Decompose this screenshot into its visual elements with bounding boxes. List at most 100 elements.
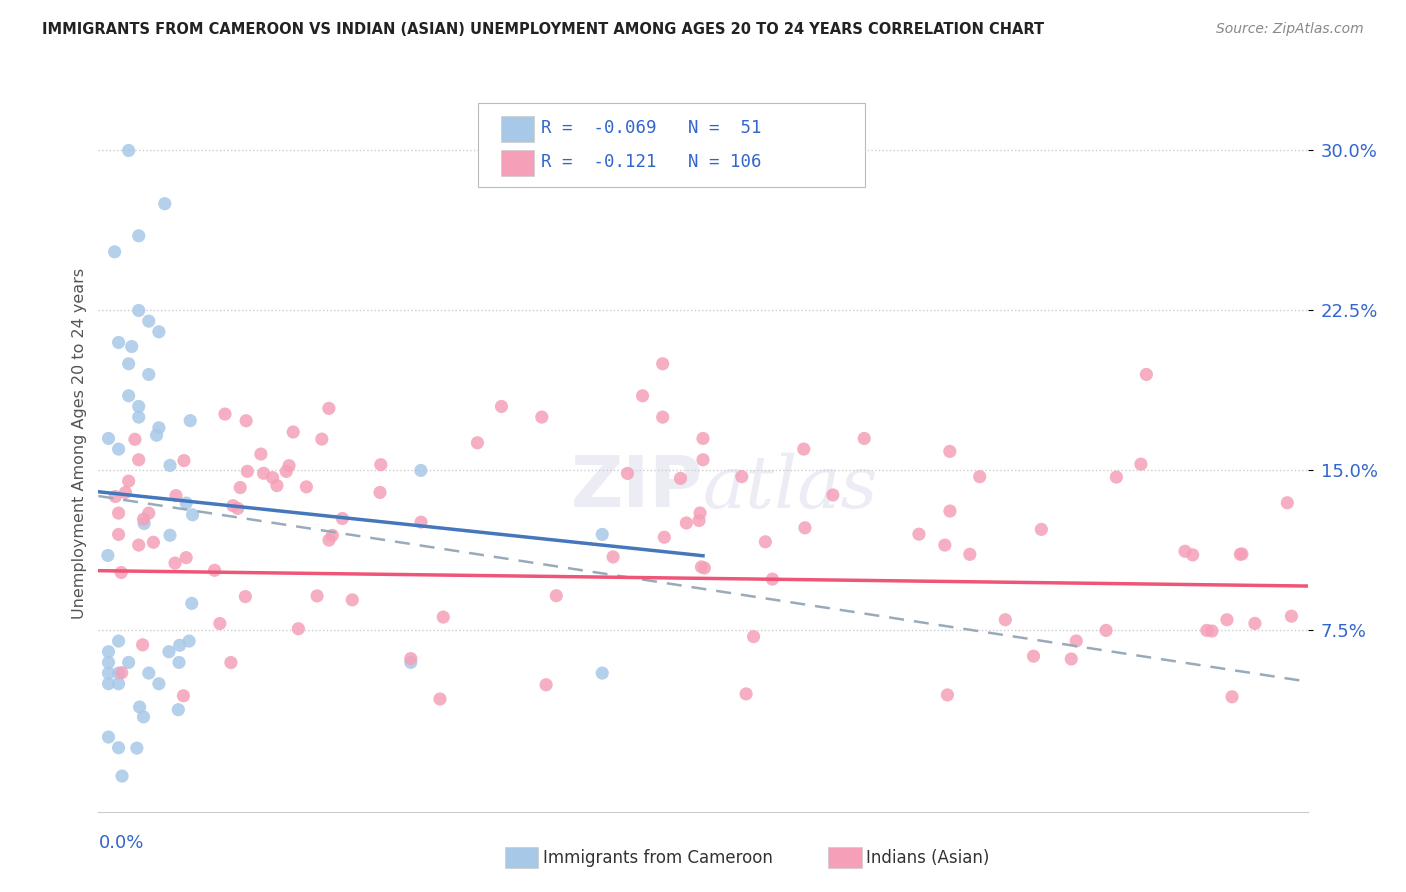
Point <box>1064 634 1087 648</box>
Point <box>307 589 329 603</box>
Point <box>118 474 141 488</box>
Point <box>97 730 120 744</box>
Point <box>1201 624 1223 638</box>
Point <box>153 196 176 211</box>
Point <box>318 533 340 547</box>
Point <box>321 528 343 542</box>
Point <box>118 144 141 158</box>
Point <box>107 506 129 520</box>
Point <box>959 547 981 561</box>
Point <box>174 496 197 510</box>
Point <box>1095 624 1118 638</box>
Point <box>669 471 692 485</box>
Point <box>107 442 129 456</box>
Point <box>934 538 956 552</box>
Point <box>167 656 190 670</box>
Point <box>110 566 132 580</box>
Text: Indians (Asian): Indians (Asian) <box>866 849 990 867</box>
Point <box>287 622 309 636</box>
Point <box>222 499 245 513</box>
Point <box>1277 496 1299 510</box>
Point <box>128 452 150 467</box>
Point <box>283 425 305 439</box>
Point <box>250 447 273 461</box>
Point <box>652 530 675 544</box>
Point <box>429 692 451 706</box>
Point <box>262 470 284 484</box>
Point <box>118 357 141 371</box>
Point <box>219 656 242 670</box>
Point <box>591 527 613 541</box>
Point <box>432 610 454 624</box>
Point <box>131 638 153 652</box>
Point <box>128 700 150 714</box>
Point <box>148 677 170 691</box>
Point <box>688 513 710 527</box>
Point <box>138 666 160 681</box>
Point <box>295 480 318 494</box>
Point <box>107 666 129 681</box>
Point <box>1244 616 1267 631</box>
Point <box>318 401 340 416</box>
Text: Immigrants from Cameroon: Immigrants from Cameroon <box>543 849 772 867</box>
Point <box>169 638 191 652</box>
Point <box>761 572 783 586</box>
Point <box>180 596 202 610</box>
Point <box>1174 544 1197 558</box>
Point <box>104 244 127 259</box>
Point <box>114 485 136 500</box>
Point <box>142 535 165 549</box>
Point <box>1105 470 1128 484</box>
Point <box>368 485 391 500</box>
Point <box>908 527 931 541</box>
Point <box>332 511 354 525</box>
Point <box>399 651 422 665</box>
Point <box>399 656 422 670</box>
Point <box>311 432 333 446</box>
Point <box>491 400 513 414</box>
Point <box>204 563 226 577</box>
Point <box>97 645 120 659</box>
Point <box>132 512 155 526</box>
Point <box>104 490 127 504</box>
Point <box>181 508 204 522</box>
Point <box>651 357 673 371</box>
Point <box>236 464 259 478</box>
Point <box>616 467 638 481</box>
Point <box>97 549 120 563</box>
Point <box>1281 609 1303 624</box>
Point <box>1230 547 1253 561</box>
Point <box>651 410 673 425</box>
Point <box>111 665 134 680</box>
Point <box>467 435 489 450</box>
Text: Source: ZipAtlas.com: Source: ZipAtlas.com <box>1216 22 1364 37</box>
Point <box>172 689 194 703</box>
Point <box>107 335 129 350</box>
Point <box>179 634 201 648</box>
Point <box>631 389 654 403</box>
Point <box>409 463 432 477</box>
Point <box>97 656 120 670</box>
Point <box>97 666 120 681</box>
Point <box>132 516 155 531</box>
Point <box>128 400 150 414</box>
Point <box>409 515 432 529</box>
Point <box>118 656 141 670</box>
Point <box>689 506 711 520</box>
Point <box>138 506 160 520</box>
Point <box>163 556 186 570</box>
Point <box>138 368 160 382</box>
Point <box>1229 547 1251 561</box>
Point <box>145 428 167 442</box>
Point <box>675 516 697 530</box>
Point <box>107 740 129 755</box>
Point <box>148 325 170 339</box>
Point <box>276 464 298 478</box>
Point <box>138 314 160 328</box>
Text: R =  -0.121   N = 106: R = -0.121 N = 106 <box>541 153 762 171</box>
Point <box>1031 522 1053 536</box>
Point <box>793 442 815 456</box>
Point <box>821 488 844 502</box>
Point <box>111 769 134 783</box>
Point <box>229 481 252 495</box>
